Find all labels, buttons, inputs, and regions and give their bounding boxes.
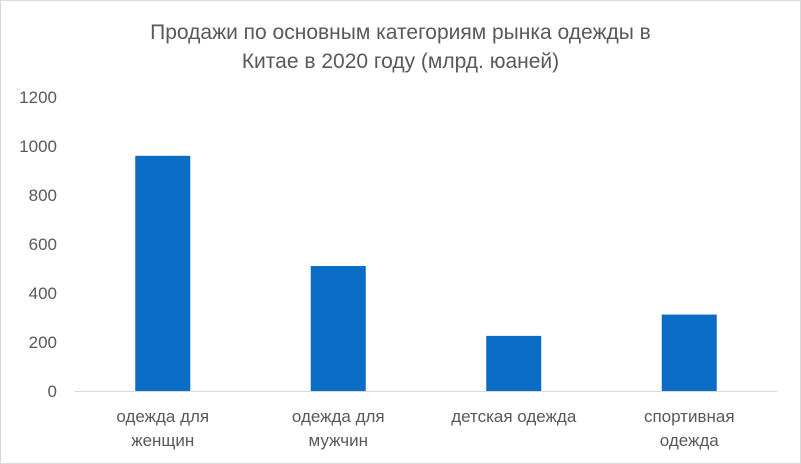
x-category-label-line: одежда	[660, 431, 720, 450]
bar-2	[486, 335, 542, 391]
y-tick-label: 400	[29, 284, 57, 303]
y-tick-label: 800	[29, 186, 57, 205]
y-tick-label: 1000	[19, 137, 57, 156]
y-tick-label: 0	[48, 382, 57, 401]
x-category-label: одежда для мужчин	[292, 407, 385, 450]
x-category-label-line: женщин	[131, 431, 194, 450]
bar-3	[661, 314, 717, 391]
chart-title-line-1: Продажи по основным категориям рынка оде…	[150, 21, 651, 44]
bar-0	[135, 155, 191, 391]
x-category-label-line: одежда для	[292, 407, 385, 426]
x-axis-labels: одежда для женщин одежда для мужчин детская …	[116, 407, 734, 450]
y-tick-label: 200	[29, 333, 57, 352]
x-category-label: спортивная одежда	[644, 407, 735, 450]
x-category-label-line: одежда для	[116, 407, 209, 426]
y-axis-ticks: 0 200 400 600 800 1000 1200	[19, 88, 57, 401]
x-category-label: одежда для женщин	[116, 407, 209, 450]
chart-title: Продажи по основным категориям рынка оде…	[0, 18, 801, 76]
bars	[135, 155, 717, 391]
bar-1	[310, 266, 366, 391]
chart-title-line-2: Китае в 2020 году (млрд. юаней)	[241, 50, 560, 73]
x-category-label-line: спортивная	[644, 407, 735, 426]
y-tick-label: 1200	[19, 88, 57, 107]
x-category-label-line: детская одежда	[451, 407, 577, 426]
x-category-label: детская одежда	[451, 407, 577, 426]
x-category-label-line: мужчин	[309, 431, 369, 450]
y-tick-label: 600	[29, 235, 57, 254]
